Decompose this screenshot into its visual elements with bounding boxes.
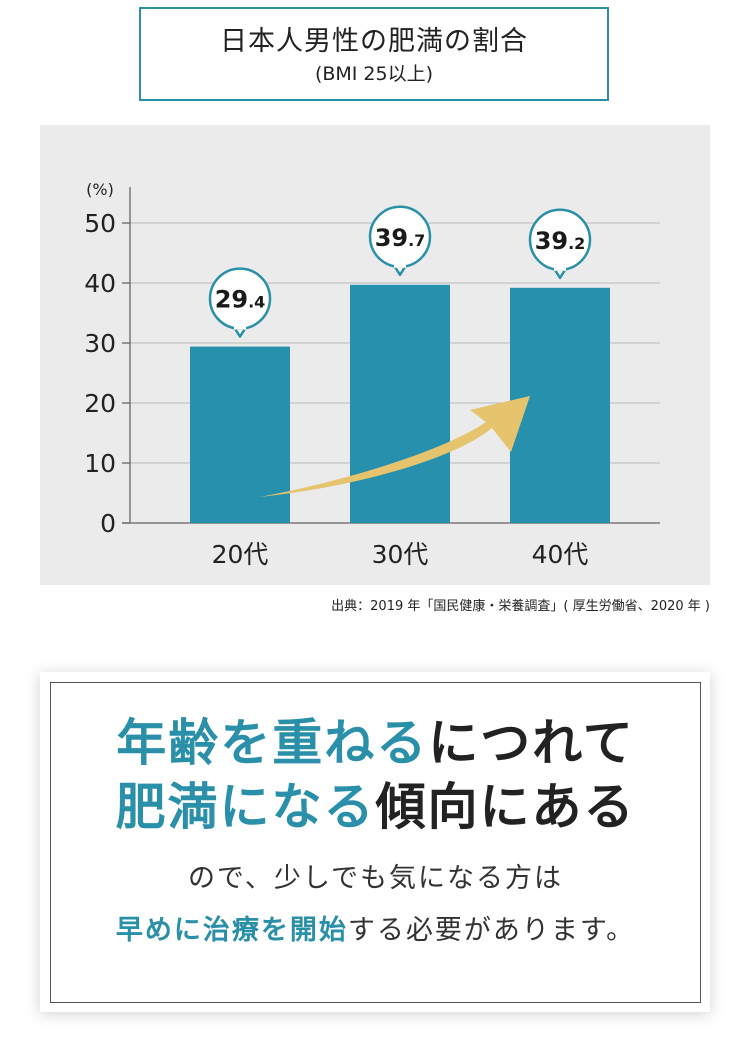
bar <box>350 284 450 523</box>
bar <box>190 346 290 523</box>
bar-chart: 0 10 20 30 40 50 (%) 20代 30代 40代 29.4 39.7 39.2 <box>84 180 660 569</box>
bubble-joint <box>234 324 246 330</box>
y-unit-label: (%) <box>86 180 114 199</box>
body-2-rest: する必要があります。 <box>347 915 636 946</box>
message-box: 年齢を重ねるにつれて 肥満になる傾向にある ので、少しでも気になる方は 早めに治… <box>50 682 701 1003</box>
y-tick-label: 30 <box>84 329 116 358</box>
x-tick-label: 20代 <box>212 540 269 569</box>
headline-1-rest: につれて <box>428 714 635 772</box>
body-2-accent: 早めに治療を開始 <box>115 915 348 946</box>
body-line-2: 早めに治療を開始する必要があります。 <box>51 911 700 951</box>
y-tick-label: 0 <box>100 509 116 538</box>
chart-title-box: 日本人男性の肥満の割合 (BMI 25以上) <box>139 7 609 101</box>
chart-panel: 0 10 20 30 40 50 (%) 20代 30代 40代 29.4 39.7 39.2 <box>40 125 710 585</box>
y-tick-label: 10 <box>84 449 116 478</box>
y-tick-label: 40 <box>84 269 116 298</box>
headline-line-1: 年齢を重ねるにつれて <box>51 711 700 775</box>
data-label: 29.4 <box>215 286 266 314</box>
trend-arrow <box>260 396 530 497</box>
chart-title: 日本人男性の肥満の割合 <box>220 26 528 57</box>
body-line-1: ので、少しでも気になる方は <box>187 863 564 894</box>
chart-subtitle: (BMI 25以上) <box>314 63 434 85</box>
x-tick-label: 30代 <box>372 540 429 569</box>
headline-1-accent: 年齢を重ねる <box>116 714 429 772</box>
source-note: 出典：2019 年「国民健康・栄養調査」( 厚生労働省、2020 年 ) <box>331 599 710 614</box>
x-tick-label: 40代 <box>532 540 589 569</box>
bubble-joint <box>554 265 566 271</box>
data-label: 39.7 <box>375 224 426 252</box>
y-tick-label: 20 <box>84 389 116 418</box>
bubble-joint <box>394 262 406 268</box>
headline-2-rest: 傾向にある <box>375 778 636 836</box>
headline-2-accent: 肥満になる <box>115 778 376 836</box>
y-tick-label: 50 <box>84 209 116 238</box>
data-label: 39.2 <box>535 227 586 255</box>
headline-line-2: 肥満になる傾向にある <box>51 775 700 839</box>
